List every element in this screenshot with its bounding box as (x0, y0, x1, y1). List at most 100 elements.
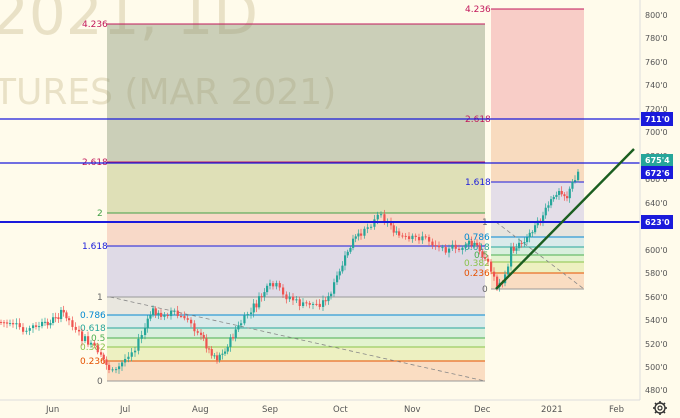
candle-body (202, 334, 205, 339)
fib-right-label-0: 0 (482, 285, 488, 295)
candle-body (464, 244, 467, 248)
gear-icon[interactable] (653, 401, 667, 415)
price-tick: 800'0 (645, 11, 668, 20)
candle-body (302, 302, 305, 306)
candle-body (108, 364, 111, 370)
candle-body (78, 329, 81, 332)
candle-body (288, 296, 291, 300)
candle-body (140, 335, 143, 339)
candle-body (105, 359, 108, 365)
candle-body (149, 315, 152, 319)
candle-body (71, 320, 74, 327)
fib-left-label-1: 1 (97, 293, 103, 303)
candle-body (338, 271, 341, 276)
candle-body (333, 282, 336, 294)
candle-body (111, 369, 114, 371)
candle-body (127, 356, 130, 359)
candle-body (441, 247, 444, 249)
price-badge-6754: 675'4 (641, 154, 673, 166)
candle-body (366, 227, 369, 229)
time-axis[interactable]: Jun Jul Aug Sep Oct Nov Dec 2021 Feb (0, 399, 680, 418)
candle-body (54, 317, 57, 319)
candle-body (444, 247, 447, 253)
fib-left-label-0618: 0.618 (80, 324, 106, 334)
candle-body (170, 310, 173, 317)
price-axis[interactable]: 800'0 780'0 760'0 740'0 720'0 700'0 680'… (639, 0, 680, 400)
trend-line[interactable] (495, 148, 635, 290)
candle-body (229, 337, 232, 347)
candle-body (180, 316, 183, 318)
svg-text:623'0: 623'0 (645, 218, 670, 227)
candle-body (461, 247, 464, 251)
candle-body (121, 362, 124, 367)
time-tick: Jun (45, 405, 59, 415)
candle-body (87, 336, 90, 345)
candle-body (205, 338, 208, 349)
candle-body (200, 332, 203, 335)
price-tick: 560'0 (645, 293, 668, 302)
candle-body (398, 231, 401, 236)
candle-body (352, 238, 355, 248)
price-tick: 540'0 (645, 316, 668, 325)
candle-body (74, 326, 77, 330)
candle-body (390, 222, 393, 226)
candle-body (163, 315, 166, 317)
candle-body (62, 309, 65, 313)
candle-body (458, 248, 461, 251)
fib-extension-left[interactable]: 4.236 2.618 2 1.618 1 0.786 0.618 0.5 0.… (80, 20, 486, 387)
candle-body (196, 331, 199, 333)
candle-body (558, 190, 561, 195)
fib-right-label-0382: 0.382 (464, 259, 490, 269)
candle-body (226, 346, 229, 352)
price-tick: 780'0 (645, 34, 668, 43)
watermark-line2: TURES (MAR 2021) (0, 72, 336, 113)
candle-body (65, 312, 68, 319)
candle-body (373, 219, 376, 227)
candle-body (243, 315, 246, 324)
candle-body (60, 309, 63, 320)
price-badge-6726: 672'6 (641, 166, 673, 179)
candle-body (322, 300, 325, 307)
fib-right-label-2618: 2.618 (465, 115, 491, 125)
candle-body (224, 351, 227, 354)
candle-body (515, 248, 518, 251)
candle-body (258, 296, 261, 308)
candle-body (46, 321, 49, 326)
candle-body (327, 296, 330, 302)
candle-body (252, 303, 255, 313)
candle-body (160, 312, 163, 317)
candle-body (544, 207, 547, 216)
fib-right-label-05: 0.5 (474, 251, 488, 261)
candle-body (246, 314, 249, 316)
price-tick: 760'0 (645, 58, 668, 67)
candle-body (507, 266, 510, 275)
candle-body (568, 188, 571, 199)
candle-body (354, 236, 357, 239)
horizontal-levels[interactable] (0, 118, 640, 223)
candle-body (451, 244, 454, 249)
fib-extension-right[interactable]: 4.236 2.618 1.618 1 0.786 0.618 0.5 0.38… (464, 5, 585, 295)
price-tick: 640'0 (645, 199, 668, 208)
candle-body (428, 237, 431, 242)
candle-body (240, 323, 243, 326)
candle-body (266, 285, 269, 293)
candle-body (438, 245, 441, 248)
candle-body (25, 330, 28, 332)
candle-body (547, 205, 550, 208)
candle-body (118, 366, 121, 370)
candle-body (510, 246, 513, 267)
candle-body (93, 342, 96, 346)
price-tick: 500'0 (645, 363, 668, 372)
candle-body (528, 232, 531, 238)
candle-body (421, 236, 424, 241)
candle-body (318, 303, 321, 307)
candle-body (478, 245, 481, 252)
candle-body (255, 303, 258, 308)
candle-body (44, 321, 47, 323)
candle-body (216, 355, 219, 361)
time-tick: Dec (474, 405, 491, 415)
candle-body (134, 350, 137, 353)
candle-body (84, 336, 87, 342)
candle-body (476, 242, 479, 246)
